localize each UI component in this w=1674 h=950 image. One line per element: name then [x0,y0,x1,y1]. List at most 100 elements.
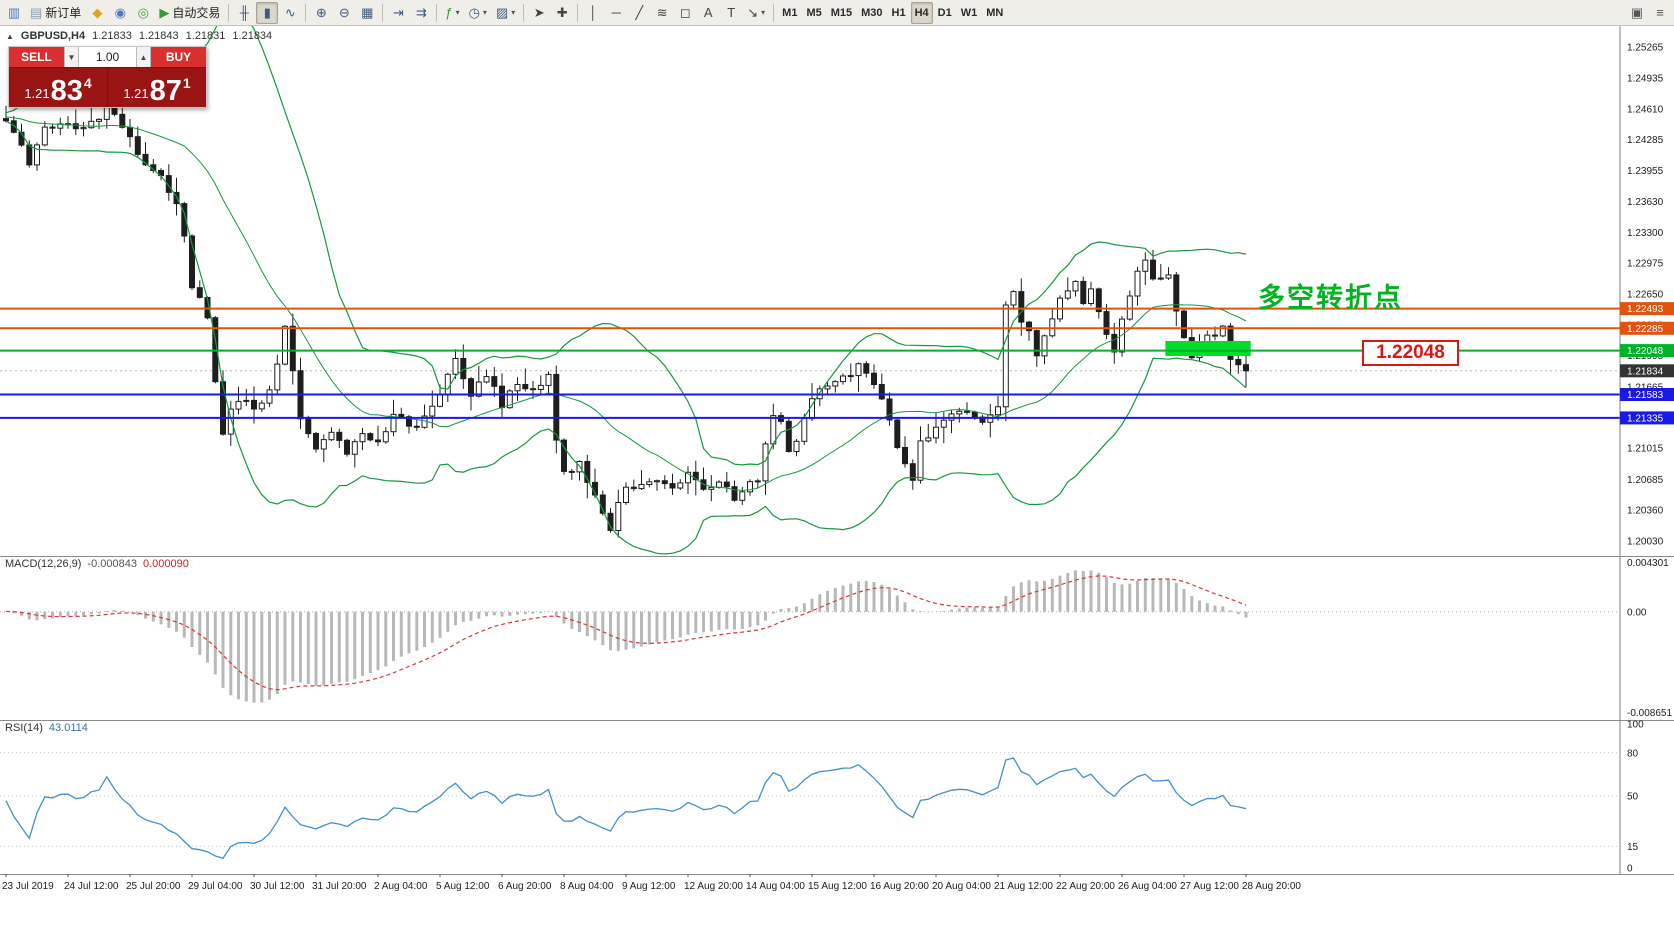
ask-price-pips: 87 [149,75,182,108]
new-order-label: 新订单 [45,6,82,20]
periods-button[interactable]: ◷ ▾ [465,2,491,24]
timeframe-m1-button[interactable]: M1 [778,2,801,24]
price-callout-box[interactable]: 1.22048 [1362,340,1459,366]
trade-panel-controls-row: SELL ▼ 1.00 ▲ BUY [9,47,206,68]
horizontal-line-button[interactable]: ─ [605,2,627,24]
sell-button[interactable]: SELL [9,47,64,67]
metaeditor-button[interactable]: ◎ [132,2,154,24]
timeframe-w1-button[interactable]: W1 [957,2,982,24]
market-watch-button[interactable]: ◉ [109,2,131,24]
macd-indicator-panel[interactable]: 0.004301 0.00 -0.008651 MACD(12,26,9) -0.0… [0,556,1674,720]
volume-decrease-icon[interactable]: ▼ [64,47,79,67]
fibonacci-icon: ≋ [656,5,668,20]
cursor-button[interactable]: ➤ [528,2,550,24]
timeframe-m15-button[interactable]: M15 [827,2,856,24]
price-chart-canvas[interactable]: 1.25265 1.24935 1.24610 1.24285 1.23955 1.236… [0,26,1674,556]
profiles-button[interactable]: ◆ [86,2,108,24]
highlight-rectangle[interactable] [1165,341,1251,356]
timeframe-d1-button[interactable]: D1 [934,2,956,24]
time-axis[interactable]: 23 Jul 2019 24 Jul 12:00 25 Jul 20:00 29 Ju… [0,874,1674,898]
timeframe-m30-button[interactable]: M30 [857,2,886,24]
label-button[interactable]: T [720,2,742,24]
buy-button[interactable]: BUY [151,47,206,67]
bar-chart-button[interactable]: ╫ [233,2,255,24]
periods-icon: ◷ [468,5,480,20]
candlestick-chart-button[interactable]: ▮ [256,1,279,24]
dropdown-arrow-icon[interactable]: ▾ [482,8,487,17]
chart-shift-button[interactable]: ⇥ [387,2,409,24]
svg-text:0: 0 [1627,864,1633,875]
new-chart-button[interactable]: ▥ [3,2,25,24]
profiles-icon: ◆ [92,5,103,20]
svg-text:50: 50 [1627,792,1639,803]
svg-text:1.21335: 1.21335 [1627,413,1664,424]
toolbar-separator [382,3,384,22]
dropdown-arrow-icon[interactable]: ▾ [511,8,516,17]
zoom-in-button[interactable]: ⊕ [310,2,332,24]
trendline-button[interactable]: ╱ [628,2,650,24]
svg-text:2 Aug 04:00: 2 Aug 04:00 [374,881,428,892]
auto-trading-button[interactable]: ▶ 自动交易 [155,2,224,24]
price-chart-panel[interactable]: 1.25265 1.24935 1.24610 1.24285 1.23955 1.236… [0,26,1674,556]
window-menu-button[interactable]: ≡ [1649,2,1671,24]
svg-text:1.20360: 1.20360 [1627,505,1664,516]
svg-text:9 Aug 12:00: 9 Aug 12:00 [622,881,676,892]
chinese-annotation-text[interactable]: 多空转折点 [1258,283,1403,313]
auto-scroll-button[interactable]: ⇉ [410,2,432,24]
auto-arrange-button[interactable]: ▦ [356,2,378,24]
rsi-value: 43.0114 [48,722,88,734]
zoom-out-icon: ⊖ [338,5,350,20]
volume-input[interactable]: 1.00 [79,47,136,67]
shapes-button[interactable]: ◻ [674,2,696,24]
macd-axis-labels: 0.004301 0.00 -0.008651 [1627,558,1672,719]
toolbar-right-group: ▣ ≡ [1626,2,1671,24]
svg-text:21 Aug 12:00: 21 Aug 12:00 [994,881,1053,892]
text-button[interactable]: A [697,2,719,24]
zoom-out-button[interactable]: ⊖ [333,2,355,24]
bar-open-value: 1.21833 [92,30,132,42]
bollinger-middle-band [5,116,1247,491]
new-order-button[interactable]: ▤ 新订单 [26,2,85,24]
timeframe-h1-button[interactable]: H1 [888,2,910,24]
svg-text:30 Jul 12:00: 30 Jul 12:00 [250,881,305,892]
timeframe-m5-button[interactable]: M5 [802,2,825,24]
svg-text:-0.008651: -0.008651 [1627,708,1672,719]
rsi-indicator-panel[interactable]: 100 80 50 15 0 RSI(14) 43.0114 [0,720,1674,874]
toolbar-separator [773,3,775,22]
bollinger-upper-band [5,26,1247,466]
empty-area [0,898,1674,950]
vertical-line-button[interactable]: │ [582,2,604,24]
fibonacci-button[interactable]: ≋ [651,2,673,24]
arrows-button[interactable]: ↘ ▾ [743,2,769,24]
indicators-button[interactable]: ƒ ▾ [441,2,463,24]
rsi-axis-labels: 100 80 50 15 0 [1627,720,1644,874]
templates-button[interactable]: ▨ ▾ [492,2,519,24]
svg-text:15 Aug 12:00: 15 Aug 12:00 [808,881,867,892]
time-axis-canvas[interactable]: 23 Jul 2019 24 Jul 12:00 25 Jul 20:00 29 Ju… [0,874,1674,898]
one-click-panel-toggle-icon[interactable]: ▲ [6,31,14,41]
timeframe-m1-label: M1 [782,6,798,19]
dropdown-arrow-icon[interactable]: ▾ [761,8,766,17]
svg-text:1.22285: 1.22285 [1627,324,1664,335]
window-restore-button[interactable]: ▣ [1626,2,1648,24]
timeframe-h4-button[interactable]: H4 [910,1,933,24]
horizontal-line-icon: ─ [611,5,621,20]
volume-increase-icon[interactable]: ▲ [136,47,151,67]
macd-canvas[interactable]: 0.004301 0.00 -0.008651 [0,556,1674,720]
svg-text:1.22975: 1.22975 [1627,259,1664,270]
svg-text:0.00: 0.00 [1627,607,1647,618]
svg-text:5 Aug 12:00: 5 Aug 12:00 [436,881,490,892]
timeframe-h4-label: H4 [914,6,929,19]
bar-high-value: 1.21843 [138,30,179,42]
svg-text:1.22493: 1.22493 [1627,304,1664,315]
macd-main-value: -0.000843 [87,558,137,570]
timeframe-mn-button[interactable]: MN [982,2,1007,24]
crosshair-button[interactable]: ✚ [551,2,573,24]
svg-text:29 Jul 04:00: 29 Jul 04:00 [188,881,243,892]
window-restore-icon: ▣ [1630,5,1644,20]
line-chart-button[interactable]: ∿ [279,2,301,24]
dropdown-arrow-icon[interactable]: ▾ [455,8,460,17]
rsi-canvas[interactable]: 100 80 50 15 0 [0,720,1674,874]
zoom-in-icon: ⊕ [315,5,327,20]
